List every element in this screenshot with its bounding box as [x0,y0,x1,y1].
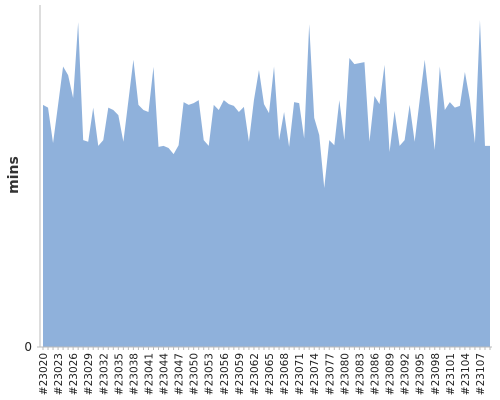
x-tick-label: #23068 [279,353,291,395]
x-tick-label: #23032 [98,353,110,395]
x-tick-label: #23080 [339,353,351,395]
x-tick-label: #23086 [369,353,381,396]
x-tick-label: #23020 [38,353,50,395]
x-tick-label: #23041 [143,353,155,395]
x-tick-label: #23089 [385,353,397,395]
x-tick-label: #23071 [294,353,306,395]
x-tick-label: #23107 [475,353,487,395]
x-tick-label: #23050 [189,353,201,395]
y-axis-label: mins [6,156,22,194]
x-tick-label: #23056 [219,353,231,396]
y-tick-label: 0 [24,340,32,354]
x-tick-label: #23092 [400,353,412,395]
x-tick-label: #23104 [460,353,472,396]
x-tick-label: #23059 [234,353,246,395]
x-tick-label: #23035 [113,353,125,395]
area [43,20,490,347]
x-tick-label: #23053 [204,353,216,395]
x-tick-label: #23062 [249,353,261,395]
x-tick-label: #23023 [53,353,65,395]
x-tick-label: #23065 [264,353,276,395]
x-tick-label: #23101 [445,353,457,395]
x-tick-label: #23029 [83,353,95,395]
x-tick-label: #23095 [415,353,427,395]
x-tick-label: #23074 [309,353,321,396]
x-tick-label: #23044 [159,353,171,396]
x-tick-label: #23038 [128,353,140,395]
x-tick-label: #23098 [430,353,442,395]
x-tick-label: #23047 [174,353,186,395]
x-tick-label: #23077 [324,353,336,395]
x-tick-label: #23083 [354,353,366,395]
x-tick-label: #23026 [68,353,80,396]
